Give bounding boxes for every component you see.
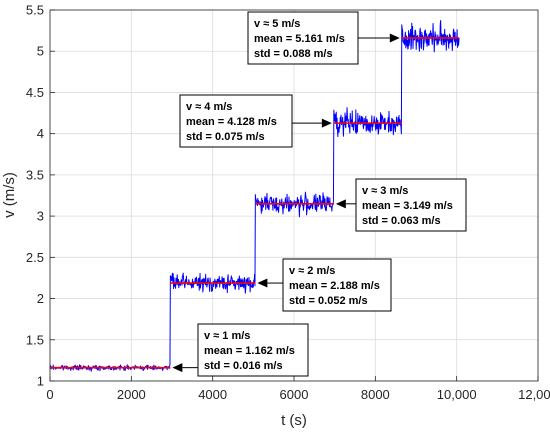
annotation-text: v ≈ 5 m/s	[254, 18, 300, 30]
y-tick-label: 5.5	[26, 3, 44, 18]
annotation-frame	[179, 94, 293, 148]
annotation-arrow-head	[172, 363, 183, 373]
annotation-text: mean = 1.162 m/s	[204, 345, 295, 357]
annotation-text: std = 0.016 m/s	[204, 360, 283, 372]
x-tick-label: 0	[46, 387, 53, 402]
annotation-text: v ≈ 2 m/s	[289, 265, 335, 277]
y-tick-label: 2	[37, 291, 44, 306]
annotation-text: mean = 5.161 m/s	[254, 33, 345, 45]
annotation-arrow-head	[389, 33, 400, 43]
x-tick-label: 12,000	[518, 387, 550, 402]
y-tick-label: 3	[37, 209, 44, 224]
x-axis-label: t (s)	[281, 412, 307, 429]
annotation-box: v ≈ 2 m/s mean = 2.188 m/s std = 0.052 m/s	[257, 258, 392, 312]
annotation-text: v ≈ 3 m/s	[362, 185, 408, 197]
mean-lines	[50, 37, 460, 369]
annotation-frame	[197, 323, 309, 377]
x-tick-label: 8000	[361, 387, 390, 402]
y-axis-label: v (m/s)	[1, 172, 18, 218]
annotation-arrow-head	[335, 199, 346, 209]
annotation-text: mean = 3.149 m/s	[362, 200, 453, 212]
annotation-text: v ≈ 4 m/s	[186, 101, 232, 113]
y-tick-label: 1	[37, 374, 44, 389]
annotation-text: std = 0.075 m/s	[186, 131, 265, 143]
y-tick-label: 3.5	[26, 167, 44, 182]
annotation-text: std = 0.088 m/s	[254, 48, 333, 60]
y-tick-label: 4.5	[26, 85, 44, 100]
x-axis-ticks: 0 2000 4000 6000 8000 10,000 12,000	[46, 376, 550, 402]
annotation-frame	[282, 258, 392, 312]
y-tick-label: 4	[37, 126, 44, 141]
x-tick-label: 10,000	[437, 387, 477, 402]
annotation-frame	[355, 178, 467, 232]
x-tick-label: 2000	[117, 387, 146, 402]
annotation-text: v ≈ 1 m/s	[204, 330, 250, 342]
annotation-arrow-head	[321, 118, 332, 128]
annotation-arrow-head	[257, 278, 268, 288]
y-tick-label: 2.5	[26, 250, 44, 265]
annotation-box: v ≈ 1 m/s mean = 1.162 m/s std = 0.016 m/s	[172, 323, 309, 377]
x-tick-label: 6000	[280, 387, 309, 402]
x-tick-label: 4000	[198, 387, 227, 402]
annotation-text: std = 0.052 m/s	[289, 295, 368, 307]
annotation-box: v ≈ 3 m/s mean = 3.149 m/s std = 0.063 m/s	[335, 178, 467, 232]
annotation-text: std = 0.063 m/s	[362, 215, 441, 227]
annotation-box: v ≈ 4 m/s mean = 4.128 m/s std = 0.075 m/s	[179, 94, 332, 148]
annotation-text: mean = 4.128 m/s	[186, 116, 277, 128]
annotation-text: mean = 2.188 m/s	[289, 280, 380, 292]
annotation-box: v ≈ 5 m/s mean = 5.161 m/s std = 0.088 m/s	[247, 11, 400, 65]
y-tick-label: 1.5	[26, 332, 44, 347]
y-tick-label: 5	[37, 44, 44, 59]
y-axis-ticks: 1 1.5 2 2.5 3 3.5 4 4.5 5 5.5	[26, 3, 55, 389]
annotations: v ≈ 1 m/s mean = 1.162 m/s std = 0.016 m/s…	[172, 11, 467, 377]
